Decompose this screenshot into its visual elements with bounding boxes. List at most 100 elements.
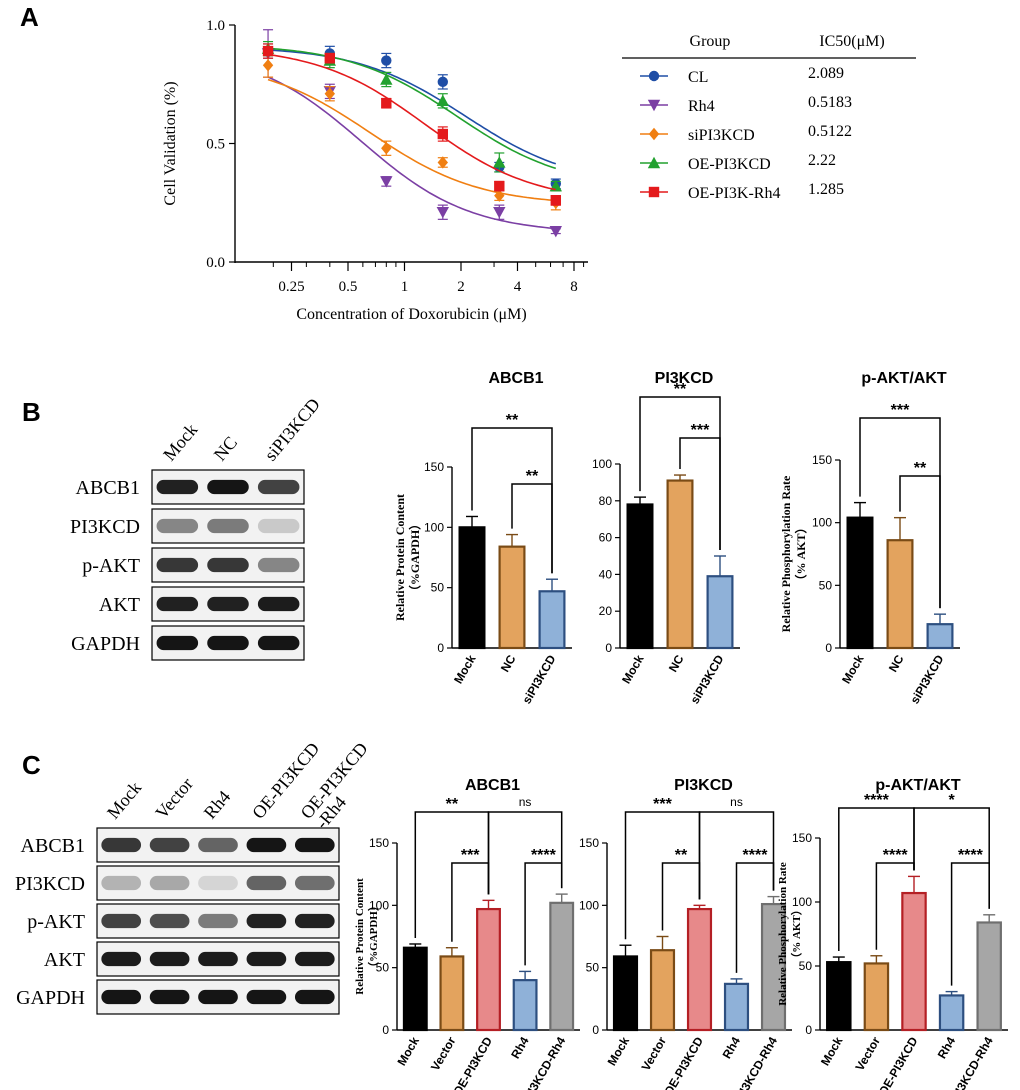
bar-siPI3KCD xyxy=(706,575,734,650)
bar-OE-PI3KCD xyxy=(686,907,713,1032)
x-tick-label: Mock xyxy=(451,652,479,686)
significance-bracket xyxy=(487,811,563,895)
y-tick-label: 100 xyxy=(592,457,612,471)
blot-band xyxy=(156,479,199,495)
lane-label-line: NC xyxy=(210,433,241,465)
y-axis-label-line: （%GAPDH） xyxy=(367,900,380,973)
chart-title: ABCB1 xyxy=(465,777,520,794)
bar-Rh4 xyxy=(723,982,750,1032)
point-OE-PI3K-Rh4 xyxy=(437,128,449,140)
blot-band xyxy=(198,913,238,929)
point-siPI3KCD xyxy=(262,59,274,72)
bar-Mock xyxy=(846,516,874,650)
blot-band xyxy=(207,635,249,651)
point-siPI3KCD xyxy=(381,142,392,155)
y-tick-label: 150 xyxy=(424,460,444,474)
significance-label: ** xyxy=(446,796,459,813)
blot-band xyxy=(207,479,249,495)
significance-bracket xyxy=(661,862,701,931)
x-tick-label: OE-PI3KCD xyxy=(876,1034,921,1090)
lane-label: Mock xyxy=(103,778,145,823)
curve-OE-PI3KCD xyxy=(267,47,557,170)
y-tick-label: 0 xyxy=(825,641,832,655)
y-axis-label-line: Relative Protein Content xyxy=(393,494,407,621)
x-tick-label-a: 2 xyxy=(457,279,465,295)
significance-label: * xyxy=(948,792,955,809)
y-tick-label: 50 xyxy=(819,578,833,592)
blot-row-label: ABCB1 xyxy=(21,835,85,857)
y-tick-label: 40 xyxy=(599,567,613,581)
point-siPI3KCD xyxy=(494,189,505,202)
point-OE-PI3KCD xyxy=(436,94,450,107)
y-axis-label-line: （%GAPDH） xyxy=(407,518,422,597)
chart-a: 0.0 0.5 1.0 0.25 0.5 1 2 4 8 Concentration of Dox… xyxy=(162,18,588,323)
significance-bracket xyxy=(899,475,941,609)
significance-label: *** xyxy=(691,422,710,439)
blot-band xyxy=(198,951,238,967)
blot-band xyxy=(149,837,190,853)
blot-band xyxy=(294,951,335,967)
blot-row-label: GAPDH xyxy=(71,633,140,655)
legend-marker-CL xyxy=(648,70,660,82)
x-tick-label-a: 0.25 xyxy=(278,279,304,295)
series-OE-PI3KCD xyxy=(261,40,563,192)
y-tick-label: 150 xyxy=(812,453,832,467)
y-tick-label: 100 xyxy=(579,898,599,912)
blot-band xyxy=(294,837,335,853)
significance-label: **** xyxy=(958,847,984,864)
lane-label-line: Rh4 xyxy=(200,787,235,823)
x-tick-label-a: 8 xyxy=(570,279,578,295)
bar-NC xyxy=(498,545,526,650)
significance-bracket xyxy=(679,437,721,550)
legend-label-CL: CL xyxy=(688,69,708,86)
bar-OE-PI3KCD-Rh4 xyxy=(760,902,787,1032)
lane-label: Mock xyxy=(159,420,201,465)
y-tick-label: 0 xyxy=(592,1023,599,1037)
significance-label: *** xyxy=(653,796,672,813)
significance-label: ns xyxy=(730,795,743,809)
x-tick-label: Mock xyxy=(619,652,647,686)
blot-band xyxy=(156,518,199,534)
x-tick-label: siPI3KCD xyxy=(687,652,726,706)
panel-label-a: A xyxy=(20,2,39,32)
bar-chart-C-ABCB1: ABCB1 0 50 100 150 Relative Protein Content （%… xyxy=(354,777,580,1090)
series-OE-PI3K-Rh4 xyxy=(262,43,562,206)
x-tick-label: Rh4 xyxy=(935,1034,959,1061)
significance-label: **** xyxy=(743,847,769,864)
bar-Vector xyxy=(863,962,890,1032)
blot-band xyxy=(257,479,300,495)
ic50-value-Rh4: 0.5183 xyxy=(808,94,852,111)
blot-row-label: PI3KCD xyxy=(70,516,140,538)
panel-label-b: B xyxy=(22,397,41,427)
y-axis-label-line: Relative Phosphorylation Rate xyxy=(779,475,793,632)
y-tick-label: 50 xyxy=(799,959,813,973)
lane-label-line: Mock xyxy=(159,420,201,465)
lane-label-line: Vector xyxy=(151,774,197,823)
bar-chart-C-pAKT: p-AKT/AKT 0 50 100 150 Relative Phosphorylati… xyxy=(777,777,1008,1090)
bar-Mock xyxy=(458,526,486,650)
blot-band xyxy=(207,557,249,573)
y-tick-label: 100 xyxy=(369,898,389,912)
y-tick-label: 100 xyxy=(812,516,832,530)
y-axis-label-line: Relative Phosphorylation Rate xyxy=(777,862,789,1006)
point-OE-PI3K-Rh4 xyxy=(494,180,505,192)
ic50-table: Group IC50(μM) CL 2.089 Rh4 0.5183 siPI3KCD 0.5… xyxy=(622,33,916,202)
chart-title: p-AKT/AKT xyxy=(861,370,947,387)
ic50-value-CL: 2.089 xyxy=(808,65,844,82)
significance-bracket xyxy=(451,862,490,942)
blot-band xyxy=(294,875,335,891)
x-tick-label: Vector xyxy=(853,1034,884,1073)
blot-band xyxy=(198,875,238,891)
lane-label: Vector xyxy=(151,774,197,823)
blot-band xyxy=(101,837,142,853)
table-header-group: Group xyxy=(690,33,731,50)
point-siPI3KCD xyxy=(324,87,336,100)
western-blot-B: Mock NC siPI3KCD ABCB1 PI3KCD p-AKT AKT GAPDH xyxy=(70,394,324,661)
x-tick-label: NC xyxy=(666,652,687,674)
bar-OE-PI3KCD xyxy=(901,891,927,1032)
point-OE-PI3K-Rh4 xyxy=(550,195,562,206)
point-Rh4 xyxy=(436,207,450,219)
